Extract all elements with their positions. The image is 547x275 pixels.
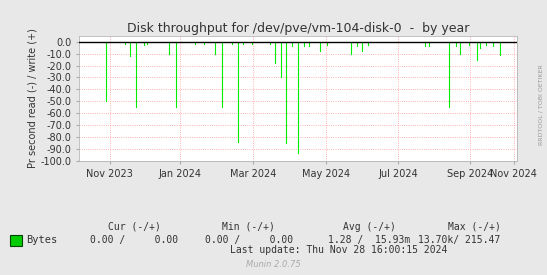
Text: Munin 2.0.75: Munin 2.0.75 <box>246 260 301 269</box>
Text: Min (-/+): Min (-/+) <box>223 222 275 232</box>
Text: Max (-/+): Max (-/+) <box>447 222 501 232</box>
Y-axis label: Pr second read (-) / write (+): Pr second read (-) / write (+) <box>28 28 38 168</box>
Text: 0.00 /     0.00: 0.00 / 0.00 <box>205 235 293 245</box>
Text: 1.28 /  15.93m: 1.28 / 15.93m <box>328 235 410 245</box>
Text: Bytes: Bytes <box>26 235 57 245</box>
Text: RRDTOOL / TOBI OETIKER: RRDTOOL / TOBI OETIKER <box>538 64 543 145</box>
Title: Disk throughput for /dev/pve/vm-104-disk-0  -  by year: Disk throughput for /dev/pve/vm-104-disk… <box>127 21 469 35</box>
Text: 0.00 /     0.00: 0.00 / 0.00 <box>90 235 178 245</box>
Text: Last update: Thu Nov 28 16:00:15 2024: Last update: Thu Nov 28 16:00:15 2024 <box>230 245 448 255</box>
Text: Cur (-/+): Cur (-/+) <box>108 222 160 232</box>
Text: 13.70k/ 215.47: 13.70k/ 215.47 <box>418 235 501 245</box>
Text: Avg (-/+): Avg (-/+) <box>343 222 395 232</box>
